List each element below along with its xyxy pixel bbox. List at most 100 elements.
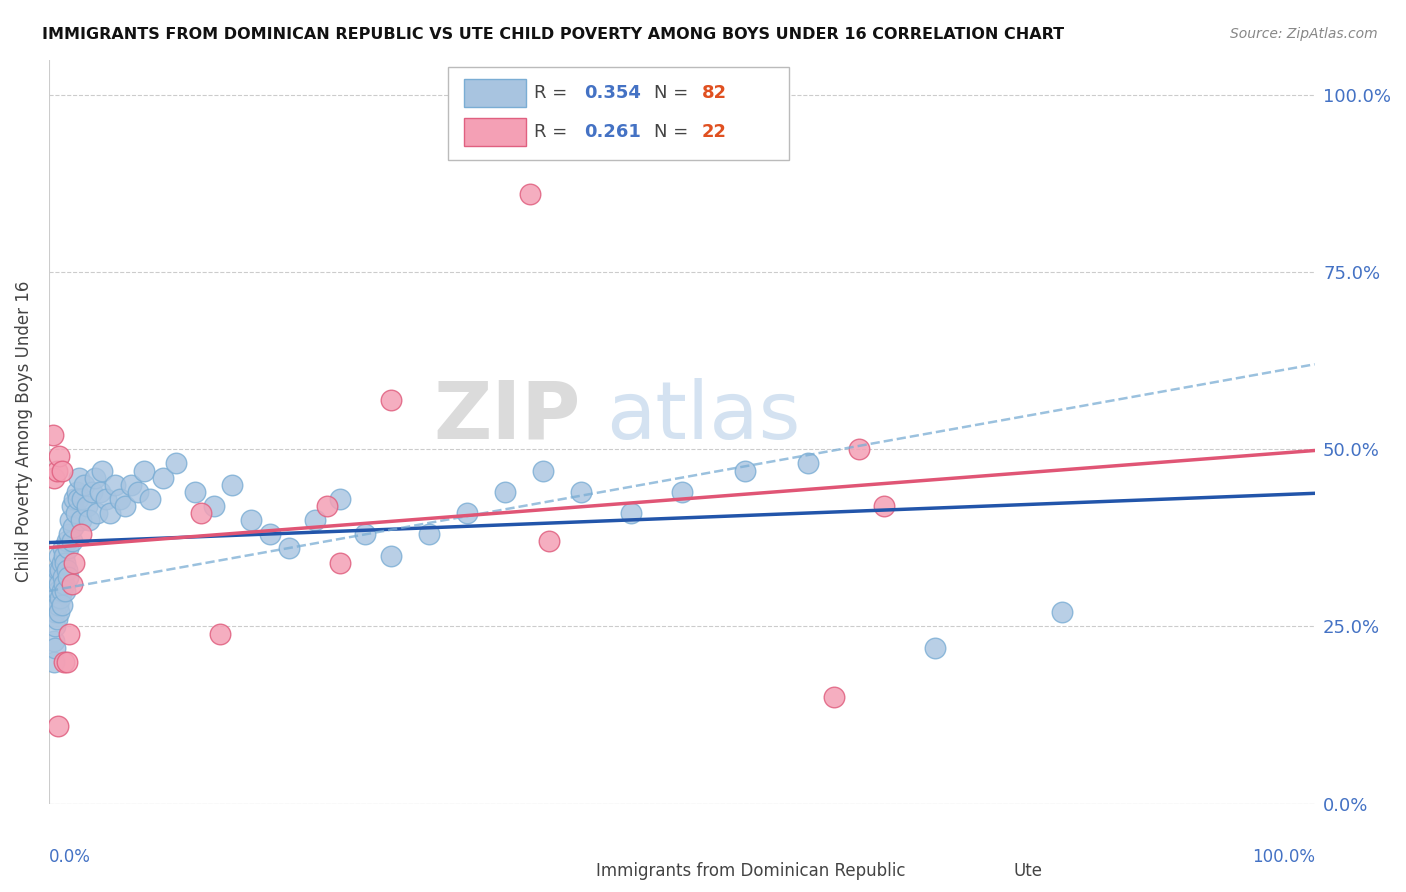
Point [63,556,86,570]
Point [44,605,66,619]
Point [734,464,756,478]
Point [52,541,75,556]
Text: Source: ZipAtlas.com: Source: ZipAtlas.com [1230,27,1378,41]
Point [48,577,70,591]
Point [60,499,83,513]
Point [873,499,896,513]
Point [65,506,87,520]
Point [42,428,65,442]
Point [69,513,91,527]
Point [278,541,301,556]
Point [48,549,70,563]
Point [671,484,693,499]
Text: Ute: Ute [1014,862,1042,880]
Point [494,484,516,499]
Point [86,506,108,520]
Point [62,520,84,534]
Point [69,527,91,541]
Point [380,392,402,407]
Point [202,499,225,513]
Point [620,506,643,520]
Point [259,527,281,541]
Point [329,556,352,570]
FancyBboxPatch shape [945,860,1001,881]
Point [91,464,114,478]
Text: Immigrants from Dominican Republic: Immigrants from Dominican Republic [596,862,905,880]
Text: R =: R = [534,84,572,102]
Text: 22: 22 [702,123,727,141]
Point [152,470,174,484]
FancyBboxPatch shape [447,67,789,160]
Point [823,690,845,705]
Point [45,570,67,584]
Point [848,442,870,457]
Text: ZIP: ZIP [433,377,581,456]
Point [42,655,65,669]
Point [1050,605,1073,619]
Point [76,499,98,513]
Text: 100.0%: 100.0% [1251,848,1315,866]
Point [924,640,946,655]
Point [221,477,243,491]
Point [59,513,82,527]
Point [380,549,402,563]
Point [70,491,93,506]
Point [120,477,142,491]
Point [60,577,83,591]
Point [89,484,111,499]
Point [56,541,79,556]
Point [46,718,69,732]
Point [66,484,89,499]
FancyBboxPatch shape [464,118,526,145]
Point [165,457,187,471]
Point [80,484,103,499]
Point [329,491,352,506]
Point [127,484,149,499]
Point [53,549,76,563]
Point [73,477,96,491]
Point [44,619,66,633]
Point [531,464,554,478]
Point [797,457,820,471]
Point [42,470,65,484]
Point [240,513,263,527]
Text: 0.354: 0.354 [585,84,641,102]
Point [48,605,70,619]
Point [94,491,117,506]
Point [42,598,65,612]
Text: N =: N = [654,123,695,141]
Text: R =: R = [534,123,572,141]
Point [83,470,105,484]
Point [316,499,339,513]
Point [183,484,205,499]
Point [45,591,67,605]
Point [51,584,73,599]
Text: 82: 82 [702,84,727,102]
FancyBboxPatch shape [464,79,526,107]
Point [67,491,90,506]
Point [55,584,77,599]
Point [63,491,86,506]
Point [55,563,77,577]
Point [55,556,77,570]
Text: 0.261: 0.261 [585,123,641,141]
Point [418,527,440,541]
Point [208,626,231,640]
Point [58,527,80,541]
Point [42,633,65,648]
Point [79,513,101,527]
Point [51,464,73,478]
Point [53,655,76,669]
Point [46,584,69,599]
Point [104,477,127,491]
FancyBboxPatch shape [527,860,583,881]
Point [51,598,73,612]
Point [58,626,80,640]
Point [45,464,67,478]
Point [49,591,72,605]
Point [132,464,155,478]
Text: IMMIGRANTS FROM DOMINICAN REPUBLIC VS UTE CHILD POVERTY AMONG BOYS UNDER 16 CORR: IMMIGRANTS FROM DOMINICAN REPUBLIC VS UT… [42,27,1064,42]
Text: N =: N = [654,84,695,102]
Point [354,527,377,541]
Y-axis label: Child Poverty Among Boys Under 16: Child Poverty Among Boys Under 16 [15,281,32,582]
